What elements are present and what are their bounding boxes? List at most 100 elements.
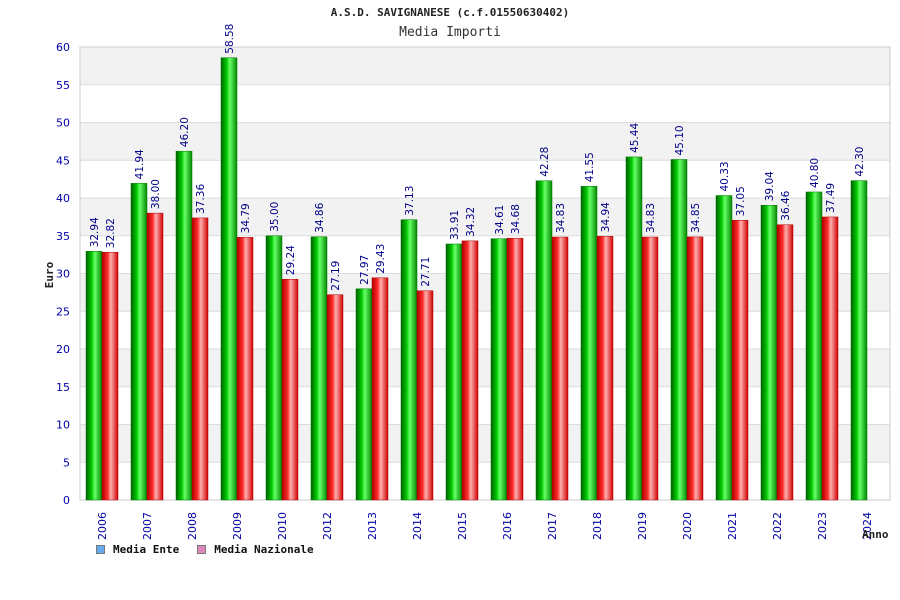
bar-media-nazionale-2015 — [461, 240, 479, 501]
data-label: 46.20 — [179, 117, 191, 147]
x-tick-label: 2022 — [771, 512, 784, 540]
data-label: 37.36 — [195, 184, 207, 214]
bar-media-nazionale-2018 — [596, 235, 614, 501]
data-label: 27.71 — [420, 257, 432, 287]
x-tick-label: 2010 — [276, 512, 289, 540]
bar-media-ente-2020 — [670, 159, 688, 501]
x-tick-label: 2012 — [321, 512, 334, 540]
bar-media-ente-2015 — [445, 243, 463, 501]
bar-media-nazionale-2006 — [101, 251, 119, 501]
data-label: 34.83 — [645, 203, 657, 233]
bar-media-nazionale-2007 — [146, 212, 164, 501]
plot-frame — [79, 46, 891, 501]
bar-media-ente-2016 — [490, 238, 508, 501]
bar-media-ente-2023 — [805, 191, 823, 501]
data-label: 32.82 — [105, 218, 117, 248]
data-label: 34.85 — [690, 203, 702, 233]
data-label: 34.86 — [314, 202, 326, 232]
plot-band — [80, 424, 890, 463]
bar-media-ente-2021 — [715, 195, 733, 501]
data-label: 41.55 — [584, 152, 596, 182]
data-label: 29.43 — [375, 244, 387, 274]
bar-media-nazionale-2013 — [371, 277, 389, 501]
data-label: 36.46 — [780, 190, 792, 220]
bar-media-nazionale-2016 — [506, 237, 524, 501]
legend-swatch-media-nazionale — [197, 545, 207, 554]
legend-swatch-media-ente — [96, 545, 105, 554]
data-label: 45.10 — [674, 125, 686, 155]
data-label: 45.44 — [629, 123, 641, 153]
data-label: 35.00 — [269, 202, 281, 232]
bar-media-ente-2007 — [130, 183, 148, 501]
y-tick-label: 10 — [56, 419, 70, 432]
x-tick-label: 2013 — [366, 512, 379, 540]
data-label: 39.04 — [764, 171, 776, 201]
y-axis-label: Euro — [43, 261, 56, 288]
data-label: 34.83 — [555, 203, 567, 233]
x-tick-label: 2006 — [96, 512, 109, 540]
x-tick-label: 2017 — [546, 512, 559, 540]
x-tick-label: 2019 — [636, 512, 649, 540]
x-tick-label: 2023 — [816, 512, 829, 540]
data-label: 27.19 — [330, 261, 342, 291]
y-tick-label: 5 — [63, 456, 70, 469]
data-label: 32.94 — [89, 217, 101, 247]
x-tick-label: 2015 — [456, 512, 469, 540]
data-label: 58.58 — [224, 24, 236, 54]
bars — [85, 57, 868, 501]
data-label: 37.49 — [825, 183, 837, 213]
bar-media-nazionale-2010 — [281, 278, 299, 501]
bar-media-nazionale-2021 — [731, 220, 749, 501]
bar-media-nazionale-2017 — [551, 236, 569, 501]
bar-media-ente-2014 — [400, 219, 418, 501]
plot-band — [80, 349, 890, 387]
data-label: 33.91 — [449, 210, 461, 240]
y-tick-label: 30 — [56, 268, 70, 281]
bar-media-nazionale-2009 — [236, 237, 254, 501]
plot-band — [80, 386, 890, 425]
plot-band — [80, 311, 890, 349]
data-label: 40.33 — [719, 161, 731, 191]
legend-label-media-nazionale: Media Nazionale — [214, 543, 314, 556]
data-label: 42.30 — [854, 147, 866, 177]
bar-media-nazionale-2008 — [191, 217, 209, 501]
x-tick-label: 2008 — [186, 512, 199, 540]
data-label: 34.61 — [494, 205, 506, 235]
chart-subtitle: Media Importi — [399, 25, 501, 40]
bar-media-nazionale-2019 — [641, 236, 659, 501]
bar-media-ente-2009 — [220, 57, 238, 501]
bar-media-nazionale-2023 — [821, 216, 839, 501]
plot-band — [80, 47, 890, 85]
x-tick-label: 2018 — [591, 512, 604, 540]
x-tick-label: 2016 — [501, 512, 514, 540]
data-label: 41.94 — [134, 149, 146, 179]
chart-title: A.S.D. SAVIGNANESE (c.f.01550630402) — [330, 6, 570, 19]
gridlines — [79, 46, 891, 501]
data-labels: 32.94 32.82 41.94 38.00 46.20 37.36 58.58 34.79… — [89, 24, 866, 291]
x-tick-label: 2009 — [231, 512, 244, 540]
data-label: 27.97 — [359, 255, 371, 285]
legend-item-media-nazionale: Media Nazionale — [197, 543, 314, 556]
y-tick-label: 0 — [63, 494, 70, 507]
bar-media-ente-2022 — [760, 204, 778, 501]
y-tick-label: 15 — [56, 381, 70, 394]
bar-media-ente-2010 — [265, 235, 283, 501]
y-tick-label: 25 — [56, 305, 70, 318]
data-label: 37.13 — [404, 186, 416, 216]
bar-media-nazionale-2022 — [776, 224, 794, 501]
data-label: 34.68 — [510, 204, 522, 234]
y-tick-label: 40 — [56, 192, 70, 205]
bar-media-nazionale-2020 — [686, 236, 704, 501]
plot-band — [80, 235, 890, 274]
plot-band — [80, 462, 890, 500]
data-label: 42.28 — [539, 147, 551, 177]
legend: Media Ente Media Nazionale — [96, 543, 314, 556]
y-tick-label: 35 — [56, 230, 70, 243]
bar-media-ente-2024 — [850, 180, 868, 501]
bar-media-ente-2018 — [580, 186, 598, 501]
x-tick-label: 2014 — [411, 512, 424, 540]
x-axis-label: Anno — [862, 528, 889, 541]
plot-band — [80, 122, 890, 161]
bar-media-nazionale-2014 — [416, 290, 434, 501]
